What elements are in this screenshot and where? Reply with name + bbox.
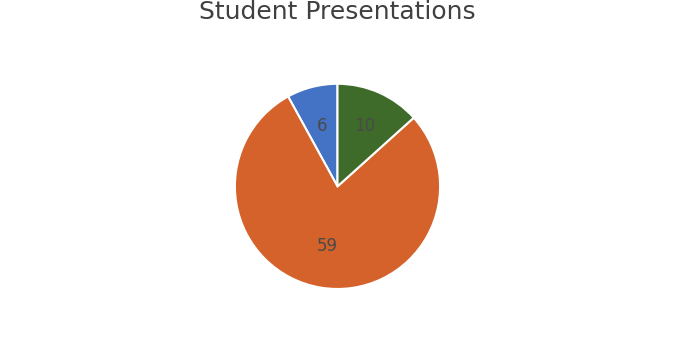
Wedge shape <box>235 97 440 289</box>
Text: 59: 59 <box>317 237 338 255</box>
Title: Student Presentations: Student Presentations <box>199 0 476 24</box>
Text: 10: 10 <box>354 117 375 135</box>
Wedge shape <box>288 84 338 186</box>
Text: 6: 6 <box>317 116 327 135</box>
Wedge shape <box>338 84 414 186</box>
